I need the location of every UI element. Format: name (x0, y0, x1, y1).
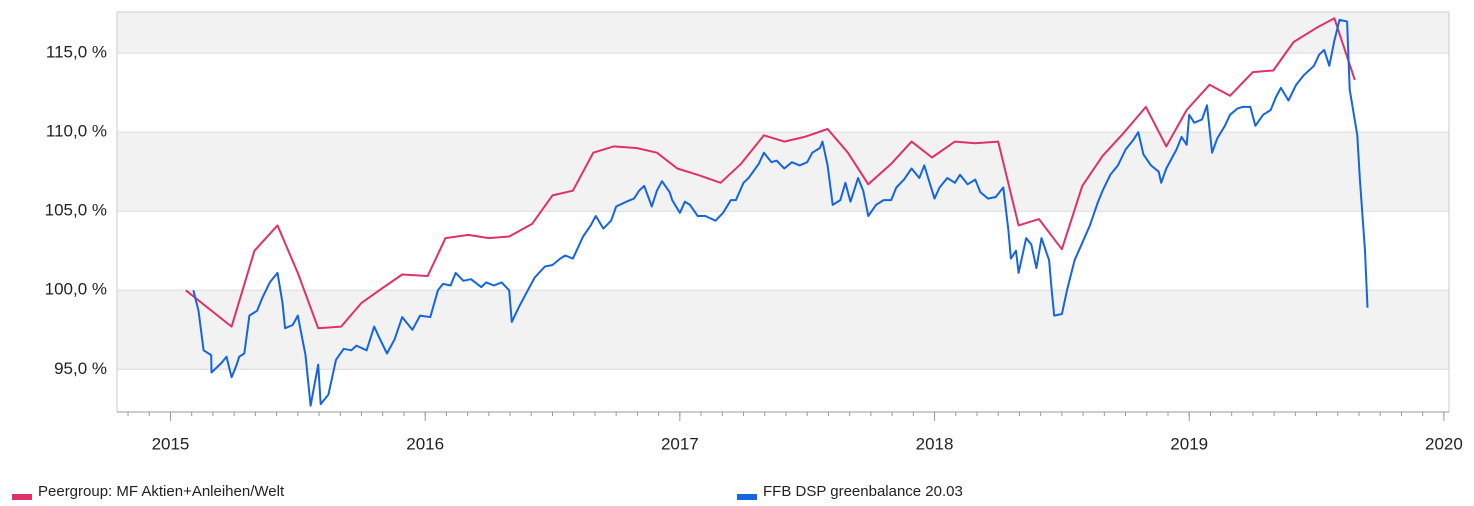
x-tick-label: 2018 (916, 434, 954, 453)
x-tick-label: 2019 (1170, 434, 1208, 453)
plot-band (117, 290, 1449, 370)
y-tick-label: 95,0 % (54, 359, 107, 378)
y-tick-label: 115,0 % (46, 43, 107, 62)
legend-swatch (12, 494, 32, 500)
legend-swatch (737, 494, 757, 500)
legend-label: FFB DSP greenbalance 20.03 (763, 483, 963, 500)
series-line (192, 18, 1369, 407)
x-tick-label: 2020 (1425, 434, 1463, 453)
plot-band (117, 132, 1449, 212)
legend-label: Peergroup: MF Aktien+Anleihen/Welt (38, 483, 285, 500)
series-line (185, 17, 1356, 330)
y-tick-label: 105,0 % (45, 201, 107, 220)
x-tick-label: 2017 (661, 434, 699, 453)
plot-band (117, 12, 1449, 54)
x-tick-label: 2015 (152, 434, 190, 453)
y-tick-label: 110,0 % (46, 122, 107, 141)
y-tick-label: 100,0 % (45, 280, 107, 299)
x-tick-label: 2016 (406, 434, 444, 453)
